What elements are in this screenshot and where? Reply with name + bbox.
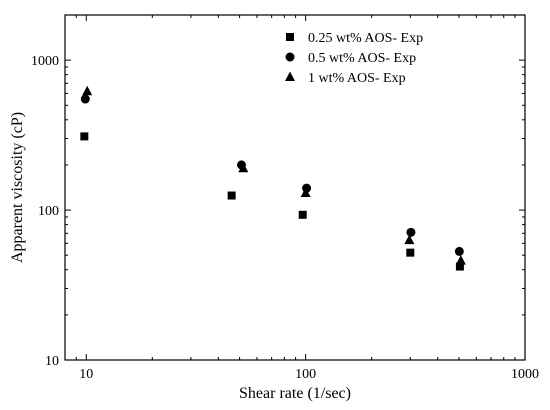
x-axis-title: Shear rate (1/sec) [239, 385, 351, 402]
x-tick-label: 10 [79, 367, 93, 382]
legend-marker-circle [285, 52, 295, 62]
plot-border [64, 14, 526, 361]
data-point-triangle [455, 255, 466, 265]
data-point-circle [80, 94, 90, 104]
legend-label: 0.5 wt% AOS- Exp [308, 51, 416, 66]
data-point-square [298, 210, 307, 219]
data-point-triangle [82, 85, 93, 96]
legend-marker-square [286, 33, 294, 41]
x-tick-label: 100 [295, 367, 316, 382]
legend: 0.25 wt% AOS- Exp 0.5 wt% AOS- Exp 1 wt% A… [285, 31, 423, 86]
y-axis-title: Apparent viscosity (cP) [9, 112, 26, 263]
data-point-square [227, 191, 236, 200]
data-point-circle [454, 246, 464, 256]
data-point-square [455, 262, 464, 271]
x-tick-label: 1000 [511, 367, 539, 382]
data-point-square [80, 132, 89, 141]
plot-frame [64, 14, 526, 361]
legend-label: 0.25 wt% AOS- Exp [308, 31, 423, 46]
legend-label: 1 wt% AOS- Exp [308, 71, 406, 86]
legend-marker-triangle [285, 71, 295, 81]
data-point-triangle [300, 187, 311, 197]
data-point-circle [406, 227, 416, 237]
tick-labels: 10 100 1000 10 100 1000 [31, 54, 539, 382]
axis-ticks [64, 14, 526, 361]
y-tick-label: 1000 [31, 54, 59, 69]
y-tick-label: 10 [45, 354, 59, 369]
data-point-triangle [238, 162, 249, 173]
y-tick-label: 100 [38, 204, 59, 219]
data-point-triangle [404, 234, 415, 245]
data-point-square [406, 248, 415, 257]
data-points [80, 85, 466, 271]
